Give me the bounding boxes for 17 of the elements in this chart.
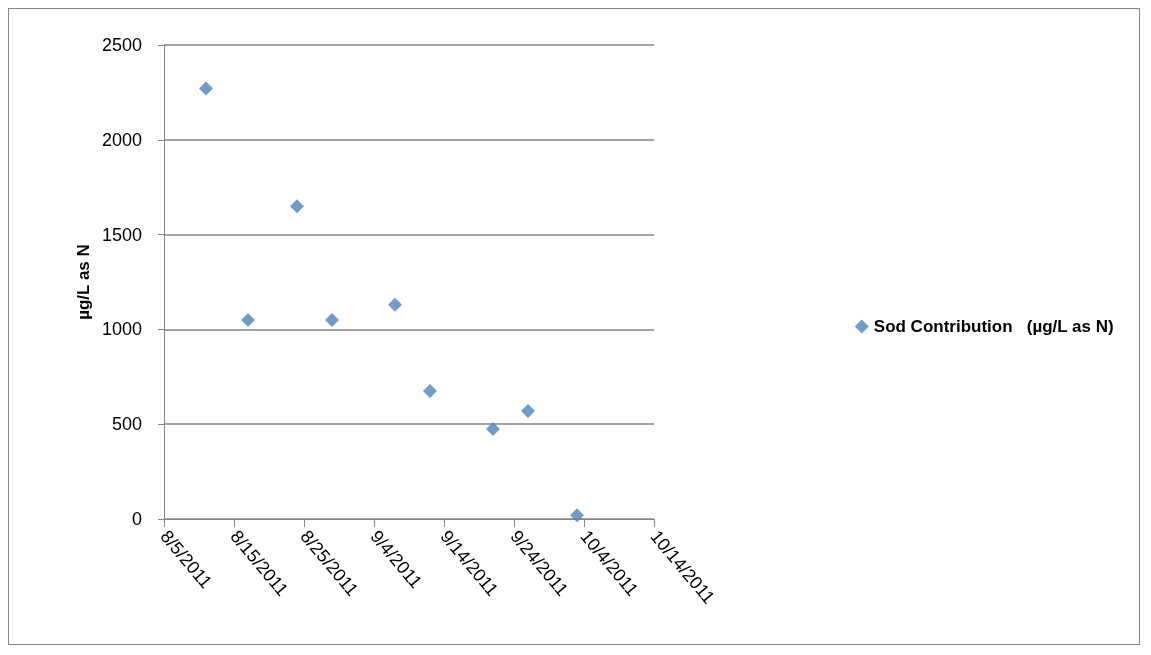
y-tick-label: 2000 xyxy=(101,129,142,150)
point xyxy=(570,508,584,523)
point xyxy=(325,312,339,327)
y-tick-label: 500 xyxy=(111,414,142,435)
point xyxy=(423,384,437,399)
legend-label: Sod Contribution (µg/L as N) xyxy=(873,317,1114,336)
y-tick-label: 1500 xyxy=(101,224,142,245)
point xyxy=(388,297,402,312)
point xyxy=(241,312,255,327)
point xyxy=(199,81,213,96)
point xyxy=(290,199,304,214)
y-tick-label: 1000 xyxy=(101,319,142,340)
point xyxy=(521,403,535,418)
y-tick-label: 2500 xyxy=(101,35,142,55)
y-axis-title: µg/L as N xyxy=(74,244,93,320)
y-tick-label: 0 xyxy=(131,509,142,529)
point xyxy=(486,421,500,436)
